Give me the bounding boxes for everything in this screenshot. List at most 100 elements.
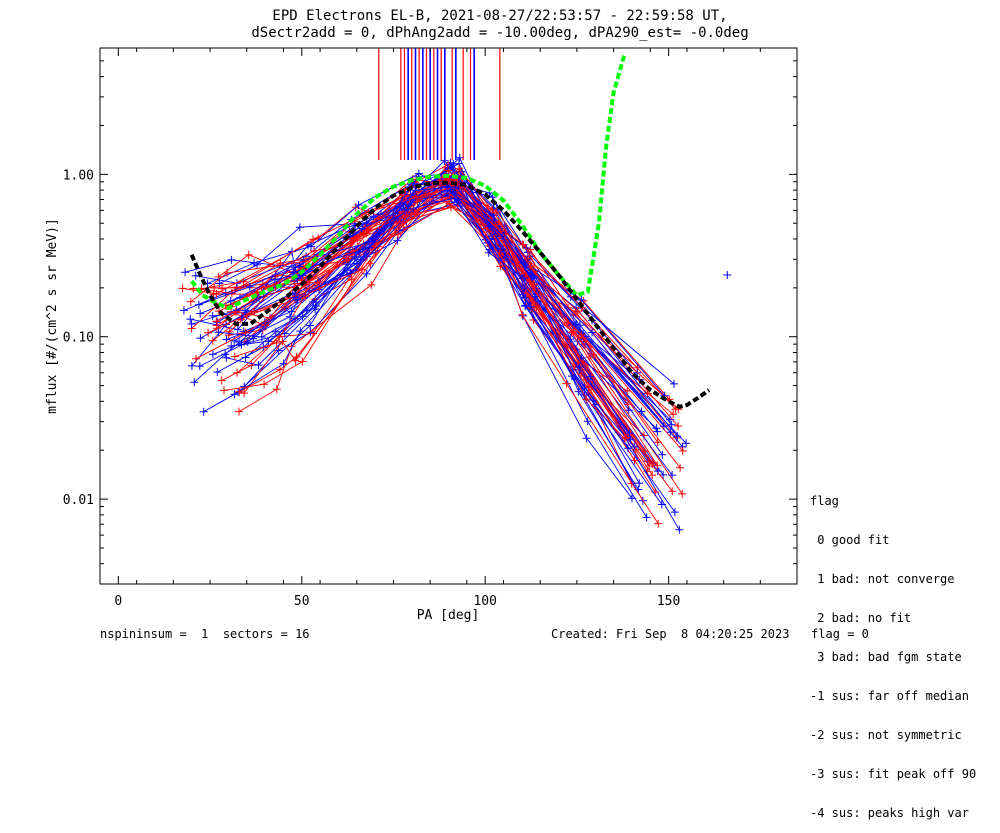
data-point-marker [583,417,592,426]
data-point-marker [570,374,579,383]
data-point-marker [667,420,676,429]
data-point-marker [239,277,248,286]
data-point-marker [520,284,529,292]
data-point-marker [232,306,241,314]
data-point-marker [230,352,239,361]
data-point-marker [488,206,497,214]
data-point-marker [675,525,684,534]
data-point-marker [643,389,652,398]
pa-trace [238,186,678,437]
data-point-marker [346,239,355,248]
data-point-marker [526,302,535,311]
x-tick-label: 50 [294,594,310,609]
data-point-marker [213,368,222,377]
data-point-marker [358,224,367,233]
data-point-marker [498,245,507,253]
data-point-marker [645,457,654,466]
data-point-marker [254,361,263,370]
data-point-marker [403,205,412,214]
data-point-marker [666,415,675,424]
pa-trace [216,185,637,451]
data-point-marker [411,192,420,201]
data-point-marker [250,307,259,316]
plot-frame [99,47,798,585]
data-point-marker [654,519,663,528]
data-point-marker [521,293,530,302]
data-point-marker [210,283,219,292]
pa-trace [219,167,665,397]
data-point-marker [192,354,200,363]
data-point-marker [529,280,538,289]
data-point-marker [566,335,575,344]
legend-item: -2 sus: not symmetric [810,728,962,742]
data-point-marker [670,379,678,388]
data-point-marker [226,297,235,305]
data-point-marker [310,246,318,255]
pa-trace [203,200,687,444]
data-point-marker [577,331,586,339]
data-point-marker [676,463,685,472]
data-point-marker [491,220,500,229]
data-point-marker [657,500,666,509]
data-point-marker [562,379,571,388]
data-point-marker [567,328,576,337]
legend-item: -3 sus: fit peak off 90 [810,767,977,781]
data-point-marker [196,334,205,343]
data-point-marker [301,257,310,266]
data-point-marker [237,313,246,322]
data-point-marker [659,422,668,431]
data-point-marker [186,297,195,306]
data-point-marker [217,376,226,385]
data-point-marker [204,328,213,337]
data-point-marker [186,315,195,324]
data-point-marker [199,407,208,416]
data-point-marker [245,282,254,291]
pa-trace [190,174,683,448]
data-point-marker [212,317,221,326]
data-point-marker [223,269,231,277]
data-point-marker [393,236,402,245]
data-point-marker [187,320,196,328]
black-median-curve [189,180,711,409]
data-point-marker [196,309,205,318]
data-point-marker [288,247,296,256]
data-point-marker [674,422,683,430]
data-point-marker [181,268,190,277]
data-point-marker [279,359,288,368]
pa-trace [201,185,676,410]
data-point-marker [411,178,419,187]
pa-trace [244,178,631,440]
x-tick-label: 150 [657,594,680,609]
data-point-marker [195,362,204,371]
data-point-marker [222,353,231,362]
legend-item: 2 bad: no fit [810,611,912,625]
data-point-marker [582,395,591,404]
data-point-marker [275,365,284,374]
y-tick-label: 0.01 [63,493,94,508]
data-point-marker [311,302,320,310]
chart-title: EPD Electrons EL-B, 2021-08-27/22:53:57 … [272,8,728,24]
data-point-marker [352,259,361,268]
data-point-marker [289,268,298,277]
pa-trace [217,195,640,381]
data-point-marker [235,338,244,346]
y-tick-label: 1.00 [63,168,94,183]
data-point-marker [582,434,591,443]
data-point-marker [257,333,266,341]
data-point-marker [215,279,224,288]
data-point-marker [455,153,464,162]
data-point-marker [178,284,187,293]
data-point-marker [293,295,302,304]
data-point-marker [444,166,453,175]
data-point-marker [260,380,269,389]
data-point-marker [484,248,493,257]
data-point-marker [218,284,227,293]
pa-trace [214,194,626,440]
legend-item: 3 bad: bad fgm state [810,650,962,664]
data-point-marker [241,306,249,315]
data-point-marker [626,435,635,444]
chart-subtitle: dSectr2add = 0, dPhAng2add = -10.00deg, … [251,25,749,41]
data-point-marker [635,479,644,488]
legend-item: -1 sus: far off median [810,689,969,703]
data-point-marker [214,328,223,337]
